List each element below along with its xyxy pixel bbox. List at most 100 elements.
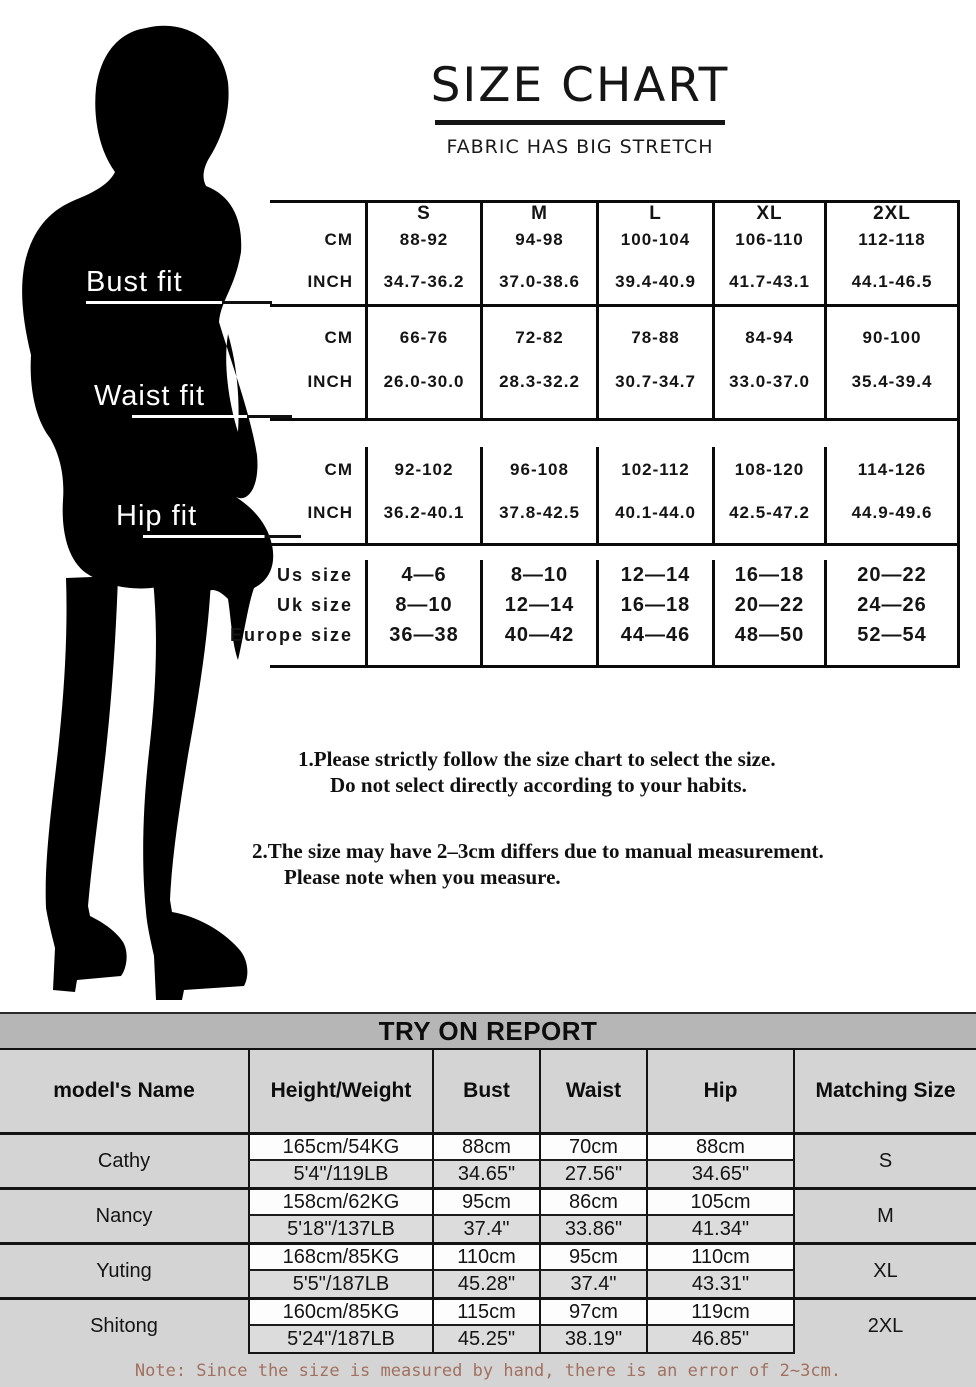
measurement-error-note: Note: Since the size is measured by hand…	[134, 1360, 842, 1381]
try-on-header-1: model's Name	[53, 1079, 195, 1102]
try-on-header-4: Waist	[539, 1050, 646, 1132]
size-column-S: 4—6 8—10 36—38	[365, 560, 480, 665]
imperial-value: 34.65"	[646, 1161, 793, 1187]
imperial-value: 33.86"	[539, 1216, 646, 1242]
model-silhouette-image	[22, 25, 274, 1000]
size-range-value: 48—50	[734, 623, 805, 646]
size-section-international: Us size Uk size Europe size 4—6 8—10 36—38 8—1…	[230, 546, 960, 668]
size-column-M: M 94-98 37.0-38.6	[480, 203, 596, 309]
title-block: SIZE CHART FABRIC HAS BIG STRETCH	[320, 58, 840, 158]
waist-fit-line	[132, 415, 292, 418]
metric-value: 88cm	[432, 1135, 539, 1161]
try-on-header-3: Bust	[432, 1050, 539, 1132]
model-name: Yuting	[96, 1259, 152, 1282]
size-column-S: 66-76 26.0-30.0	[365, 307, 480, 418]
matching-size: 2XL	[793, 1300, 976, 1352]
metric-value: 168cm/85KG	[248, 1245, 432, 1271]
size-range-value: 4—6	[401, 563, 447, 586]
imperial-value: 43.31"	[646, 1271, 793, 1297]
imperial-value: 45.25"	[432, 1326, 539, 1352]
try-on-row-yuting: Yuting 168cm/85KG 110cm 95cm 110cm 5'5"/187LB…	[0, 1242, 976, 1297]
size-range-value: 20—22	[857, 563, 927, 586]
page-subtitle: FABRIC HAS BIG STRETCH	[446, 136, 714, 158]
hip-cm-value: 108-120	[734, 460, 805, 479]
try-on-table-body: Cathy 165cm/54KG 88cm 70cm 88cm 5'4"/119LB 34.…	[0, 1132, 976, 1352]
metric-value: 95cm	[432, 1190, 539, 1216]
size-range-value: 12—14	[504, 593, 575, 616]
hip-cm-value: 114-126	[857, 460, 927, 479]
size-column-header: M	[531, 203, 548, 224]
metric-value: 110cm	[432, 1245, 539, 1271]
size-column-2XL: 20—22 24—26 52—54	[824, 560, 957, 665]
hip-fit-line	[143, 535, 301, 538]
size-range-value: 36—38	[389, 623, 459, 646]
unit-inch-label: INCH	[307, 272, 353, 291]
waist-fit-label: Waist fit	[94, 380, 206, 412]
try-on-header-6: Matching Size	[793, 1050, 976, 1132]
size-range-value: 12—14	[620, 563, 691, 586]
hip-inch-value: 40.1-44.0	[615, 503, 696, 522]
try-on-header-5: Hip	[646, 1050, 793, 1132]
metric-value: 86cm	[539, 1190, 646, 1216]
waist-cm-value: 66-76	[399, 328, 449, 347]
column-header-spacer	[270, 203, 365, 225]
imperial-value: 41.34"	[646, 1216, 793, 1242]
size-chart-table: CM INCH S 88-92 34.7-36.2 M 94-98 37.0-38.6 L 100…	[230, 200, 960, 668]
metric-value: 160cm/85KG	[248, 1300, 432, 1326]
matching-size: S	[793, 1135, 976, 1187]
metric-value: 105cm	[646, 1190, 793, 1216]
size-range-value: 16—18	[620, 593, 691, 616]
size-range-value: 44—46	[620, 623, 691, 646]
size-range-value: 24—26	[857, 593, 927, 616]
imperial-value: 5'18"/137LB	[248, 1216, 432, 1242]
unit-inch-label: INCH	[307, 503, 353, 522]
note-1: 1.Please strictly follow the size chart …	[298, 746, 776, 798]
waist-inch-value: 35.4-39.4	[851, 372, 933, 391]
size-section-waist: CM INCH 66-76 26.0-30.0 72-82 28.3-32.2 78-88 3…	[270, 307, 960, 421]
unit-cm-label: CM	[324, 230, 353, 249]
bust-cm-value: 106-110	[735, 230, 804, 249]
metric-value: 119cm	[646, 1300, 793, 1326]
try-on-row-cathy: Cathy 165cm/54KG 88cm 70cm 88cm 5'4"/119LB 34.…	[0, 1132, 976, 1187]
size-column-2XL: 2XL 112-118 44.1-46.5	[824, 203, 957, 309]
size-range-value: 8—10	[510, 563, 569, 586]
metric-value: 158cm/62KG	[248, 1190, 432, 1216]
size-column-XL: 108-120 42.5-47.2	[712, 447, 824, 543]
waist-cm-value: 84-94	[745, 328, 794, 347]
page-title: SIZE CHART	[430, 58, 730, 113]
metric-value: 70cm	[539, 1135, 646, 1161]
size-range-value: 40—42	[504, 623, 575, 646]
title-underline	[435, 120, 725, 125]
size-column-2XL: 114-126 44.9-49.6	[824, 447, 957, 543]
size-column-header: XL	[756, 203, 783, 224]
metric-value: 110cm	[646, 1245, 793, 1271]
size-system-label: Uk size	[276, 594, 353, 615]
row-unit-labels: CM INCH	[270, 203, 365, 309]
imperial-value: 5'5"/187LB	[248, 1271, 432, 1297]
size-column-S: S 88-92 34.7-36.2	[365, 203, 480, 309]
imperial-value: 37.4"	[539, 1271, 646, 1297]
waist-cm-value: 90-100	[862, 328, 922, 347]
note-1-line-1: 1.Please strictly follow the size chart …	[298, 747, 776, 771]
size-system-labels: Us size Uk size Europe size	[230, 560, 365, 665]
size-column-S: 92-102 36.2-40.1	[365, 447, 480, 543]
size-range-value: 16—18	[734, 563, 805, 586]
size-range-value: 8—10	[395, 593, 453, 616]
size-system-label: Us size	[276, 564, 353, 585]
metric-value: 95cm	[539, 1245, 646, 1271]
imperial-value: 34.65"	[432, 1161, 539, 1187]
unit-inch-label: INCH	[307, 372, 353, 391]
size-range-value: 52—54	[857, 623, 927, 646]
size-column-XL: 16—18 20—22 48—50	[712, 560, 824, 665]
waist-inch-value: 28.3-32.2	[499, 372, 580, 391]
waist-cm-value: 78-88	[631, 328, 680, 347]
size-range-value: 20—22	[734, 593, 805, 616]
note-2-line-1: 2.The size may have 2–3cm differs due to…	[252, 839, 824, 863]
bust-cm-value: 100-104	[620, 230, 691, 249]
try-on-table-header: model's Name Height/Weight Bust Waist Hip Mat…	[0, 1050, 976, 1132]
imperial-value: 38.19"	[539, 1326, 646, 1352]
unit-cm-label: CM	[324, 328, 353, 347]
size-column-L: 102-112 40.1-44.0	[596, 447, 712, 543]
try-on-table-bottom-line	[248, 1352, 795, 1354]
